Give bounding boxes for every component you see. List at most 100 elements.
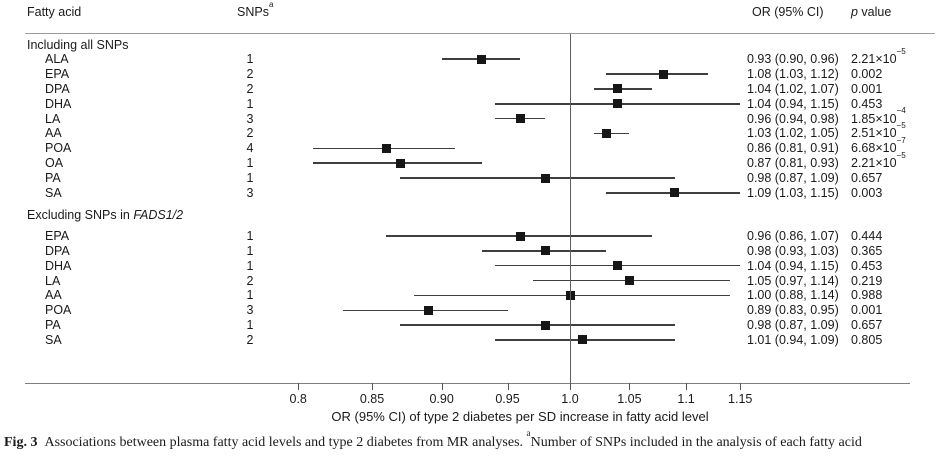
p-value-text: 2.21×10−5: [851, 150, 906, 171]
p-header-rest: value: [857, 5, 892, 19]
tick-mark: [570, 383, 571, 390]
snps-header-superscript: a: [268, 0, 274, 9]
tick-mark: [372, 383, 374, 390]
fatty-acid-label: SA: [45, 332, 62, 347]
fatty-acid-label: ALA: [45, 52, 69, 67]
or-ci-text: 0.98 (0.87, 1.09): [747, 171, 839, 185]
snp-count: 1: [246, 96, 254, 111]
or-ci-text: 0.96 (0.94, 0.98): [747, 111, 839, 126]
snp-count: 2: [246, 67, 254, 82]
column-header-or-ci: OR (95% CI): [752, 5, 824, 19]
ci-line: [400, 177, 675, 179]
or-ci-text: 0.93 (0.90, 0.96): [747, 52, 839, 67]
p-value-text: 2.51×10−5: [851, 121, 906, 141]
p-value-text: 2.21×10−5: [851, 46, 906, 67]
or-ci-text: 0.86 (0.81, 0.91): [747, 141, 839, 156]
or-marker: [423, 305, 433, 315]
column-header-p-value: p value: [851, 5, 891, 20]
fatty-acid-label: AA: [45, 126, 62, 141]
or-marker: [601, 128, 611, 138]
p-header-italic: p: [851, 5, 858, 19]
or-marker: [540, 320, 550, 330]
ci-line: [606, 73, 709, 75]
header-separator-rule: [25, 33, 935, 34]
fatty-acid-label: DHA: [45, 96, 72, 111]
p-value-text: 0.453: [851, 258, 883, 273]
ci-line: [594, 88, 653, 90]
fatty-acid-label: LA: [45, 273, 61, 288]
or-marker: [540, 173, 550, 183]
tick-mark: [686, 383, 688, 390]
caption-footnote-superscript: a: [526, 427, 531, 438]
ci-line: [594, 132, 630, 135]
tick-mark: [298, 383, 300, 390]
p-value-text: 0.001: [851, 303, 883, 318]
or-marker: [624, 276, 634, 286]
fatty-acid-label: PA: [45, 318, 61, 333]
tick-label: 1.05: [617, 392, 642, 406]
or-marker: [395, 158, 405, 168]
snp-count: 1: [246, 318, 254, 333]
p-value-text: 0.365: [851, 243, 883, 258]
or-ci-text: 0.89 (0.83, 0.95): [747, 303, 839, 318]
p-value-text: 0.003: [851, 185, 883, 200]
snp-count: 1: [246, 52, 254, 67]
snp-count: 2: [246, 273, 254, 288]
column-header-snps: SNPsa: [237, 0, 273, 20]
tick-mark: [629, 383, 631, 390]
or-ci-text: 0.87 (0.81, 0.93): [747, 156, 839, 171]
or-ci-text: 0.96 (0.86, 1.07): [747, 229, 839, 243]
or-ci-text: 0.98 (0.87, 1.09): [747, 318, 839, 333]
tick-mark: [740, 383, 742, 390]
section-title: Excluding SNPs in FADS1/2: [27, 208, 183, 222]
p-value-text: 0.001: [851, 81, 883, 96]
or-marker: [381, 143, 391, 153]
tick-mark: [441, 383, 443, 390]
or-marker: [613, 84, 623, 94]
fatty-acid-label: LA: [45, 111, 61, 126]
section-title-text: Excluding SNPs in: [27, 208, 134, 222]
snp-count: 4: [246, 141, 254, 156]
p-value-text: 0.657: [851, 318, 883, 333]
or-ci-text: 1.01 (0.94, 1.09): [747, 332, 839, 347]
p-value-text: 6.68×10−7: [851, 136, 906, 156]
fatty-acid-label: DPA: [45, 243, 70, 258]
fatty-acid-label: OA: [45, 156, 64, 171]
x-axis-title: OR (95% CI) of type 2 diabetes per SD in…: [331, 409, 709, 424]
or-ci-text: 1.04 (0.94, 1.15): [747, 96, 839, 111]
section-title-italic: FADS1/2: [133, 208, 184, 222]
snp-count: 1: [246, 243, 254, 258]
snp-count: 3: [246, 185, 254, 200]
column-header-fatty-acid: Fatty acid: [27, 5, 82, 19]
fatty-acid-label: DHA: [45, 258, 72, 273]
or-marker: [540, 246, 550, 256]
tick-label: 0.85: [359, 392, 385, 406]
or-marker: [659, 69, 669, 79]
snp-count: 2: [246, 81, 254, 96]
or-marker: [613, 99, 623, 109]
snp-count: 3: [246, 111, 254, 126]
caption-figure-number: Fig. 3: [4, 435, 38, 450]
fatty-acid-label: DPA: [45, 81, 70, 96]
or-marker: [577, 335, 587, 345]
p-value-text: 0.219: [851, 273, 883, 288]
fatty-acid-label: POA: [45, 141, 72, 156]
or-ci-text: 1.08 (1.03, 1.12): [747, 67, 839, 82]
snp-count: 1: [246, 156, 254, 171]
x-axis-line: [25, 383, 910, 384]
p-value-text: 0.657: [851, 171, 883, 185]
tick-label: 0.90: [429, 392, 454, 406]
reference-line-or-1: [570, 34, 571, 383]
p-value-text: 0.988: [851, 288, 883, 303]
tick-label: 0.8: [289, 392, 307, 406]
snp-count: 1: [246, 288, 254, 303]
fatty-acid-label: AA: [45, 288, 62, 303]
or-ci-text: 1.03 (1.02, 1.05): [747, 126, 839, 141]
or-ci-text: 1.04 (1.02, 1.07): [747, 81, 839, 96]
tick-label: 1.0: [561, 392, 579, 406]
tick-label: 1.15: [728, 392, 753, 406]
fatty-acid-label: SA: [45, 185, 62, 200]
p-value-text: 0.002: [851, 67, 883, 82]
